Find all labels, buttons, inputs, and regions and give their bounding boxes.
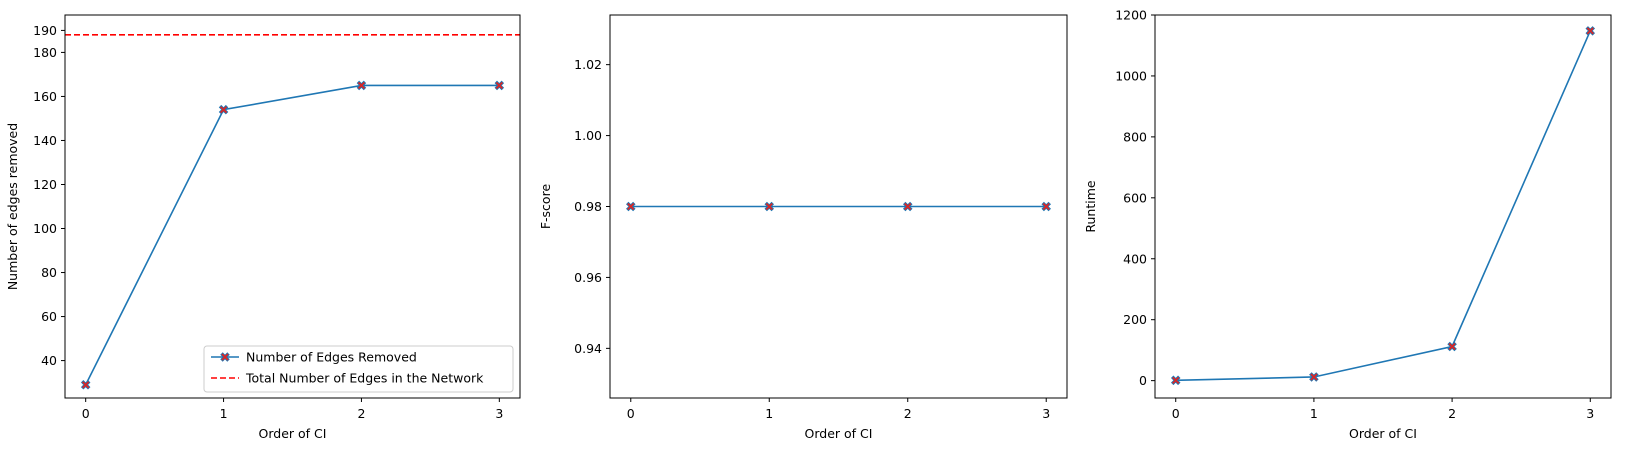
y-tick-label: 0 [1139, 373, 1147, 388]
x-tick-label: 2 [904, 406, 912, 421]
data-point-marker [764, 201, 775, 212]
y-tick-label: 1200 [1115, 8, 1147, 23]
data-point-marker [1041, 201, 1051, 212]
x-tick-label: 0 [82, 406, 90, 421]
data-point-marker [902, 201, 913, 212]
data-point-marker [218, 104, 229, 115]
y-tick-label: 0.94 [574, 341, 602, 356]
legend-box [203, 345, 514, 393]
y-axis-label: Number of edges removed [5, 123, 20, 290]
x-tick-label: 0 [627, 406, 635, 421]
data-point-marker [1447, 341, 1457, 352]
x-tick-label: 3 [495, 406, 503, 421]
y-tick-label: 1000 [1115, 68, 1147, 83]
plot-frame [64, 14, 521, 399]
x-tick-label: 1 [765, 406, 773, 421]
x-axis-label: Order of CI [1349, 426, 1417, 441]
x-tick-label: 0 [1172, 406, 1180, 421]
y-tick-label: 1.00 [574, 128, 602, 143]
legend-label-edges-removed: Number of Edges Removed [246, 350, 417, 365]
data-point-marker [626, 201, 636, 212]
y-tick-label: 180 [33, 45, 57, 60]
y-tick-label: 140 [33, 133, 57, 148]
data-point-marker [1170, 375, 1181, 386]
data-point-marker [1309, 372, 1319, 382]
data-point-marker [80, 380, 91, 390]
x-tick-label: 3 [1586, 406, 1594, 421]
y-tick-label: 160 [33, 89, 57, 104]
x-tick-label: 2 [1448, 406, 1456, 421]
y-tick-label: 0.96 [574, 270, 602, 285]
y-axis-label: F-score [538, 184, 553, 230]
data-point-marker [356, 80, 367, 91]
y-tick-label: 80 [41, 265, 57, 280]
data-point-marker [1585, 26, 1596, 36]
y-tick-label: 0.98 [574, 199, 602, 214]
x-tick-label: 2 [357, 406, 365, 421]
x-tick-label: 3 [1042, 406, 1050, 421]
plot-frame [1154, 14, 1612, 399]
y-tick-label: 600 [1123, 190, 1147, 205]
y-tick-label: 800 [1123, 129, 1147, 144]
data-point-marker [494, 80, 505, 91]
fscore-chart: Order of CI F-score 0 1 2 3 0.94 0.96 0.98 1.00… [538, 14, 1068, 441]
y-tick-label: 40 [41, 353, 57, 368]
legend: Number of Edges Removed Total Number of … [203, 345, 514, 393]
y-tick-label: 190 [33, 23, 57, 38]
legend-label-total-edges: Total Number of Edges in the Network [245, 371, 484, 386]
edges-removed-chart: Order of CI Number of edges removed Numb… [5, 14, 521, 441]
x-axis-label: Order of CI [805, 426, 873, 441]
y-tick-label: 120 [33, 177, 57, 192]
y-tick-label: 400 [1123, 251, 1147, 266]
y-tick-label: 200 [1123, 312, 1147, 327]
x-axis-label: Order of CI [259, 426, 327, 441]
runtime-chart: Order of CI Runtime 0 1 2 3 0 200 400 600 800 100… [1083, 8, 1612, 441]
y-tick-label: 60 [41, 309, 57, 324]
series-line [84, 84, 500, 386]
x-tick-label: 1 [220, 406, 228, 421]
y-tick-label: 100 [33, 221, 57, 236]
legend-marker-edges-removed [220, 352, 230, 362]
y-tick-label: 1.02 [574, 57, 602, 72]
series-line [1175, 30, 1592, 382]
y-axis-label: Runtime [1083, 180, 1098, 233]
x-tick-label: 1 [1310, 406, 1318, 421]
